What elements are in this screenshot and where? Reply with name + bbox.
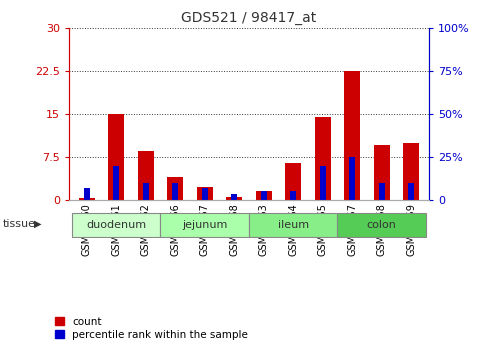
Bar: [285, 163, 301, 200]
Bar: [379, 183, 385, 200]
Text: jejunum: jejunum: [182, 220, 227, 230]
Text: colon: colon: [367, 220, 397, 230]
Bar: [255, 191, 272, 200]
Bar: [84, 188, 90, 200]
Bar: [249, 214, 338, 237]
Bar: [290, 191, 296, 200]
Bar: [408, 183, 414, 200]
Bar: [226, 197, 243, 200]
Legend: count, percentile rank within the sample: count, percentile rank within the sample: [55, 317, 248, 340]
Bar: [338, 214, 426, 237]
Text: ▶: ▶: [34, 219, 41, 228]
Bar: [319, 166, 326, 200]
Bar: [113, 166, 119, 200]
Bar: [344, 71, 360, 200]
Bar: [231, 194, 237, 200]
Text: duodenum: duodenum: [86, 220, 146, 230]
Bar: [167, 177, 183, 200]
Text: tissue: tissue: [2, 219, 35, 228]
Text: ileum: ileum: [278, 220, 309, 230]
Bar: [78, 198, 95, 200]
Bar: [142, 183, 149, 200]
Bar: [160, 214, 249, 237]
Bar: [315, 117, 331, 200]
Title: GDS521 / 98417_at: GDS521 / 98417_at: [181, 11, 317, 25]
Bar: [202, 188, 208, 200]
Bar: [172, 183, 178, 200]
Bar: [197, 187, 213, 200]
Bar: [72, 214, 160, 237]
Bar: [349, 157, 355, 200]
Bar: [261, 191, 267, 200]
Bar: [108, 114, 124, 200]
Bar: [403, 142, 420, 200]
Bar: [138, 151, 154, 200]
Bar: [374, 146, 390, 200]
